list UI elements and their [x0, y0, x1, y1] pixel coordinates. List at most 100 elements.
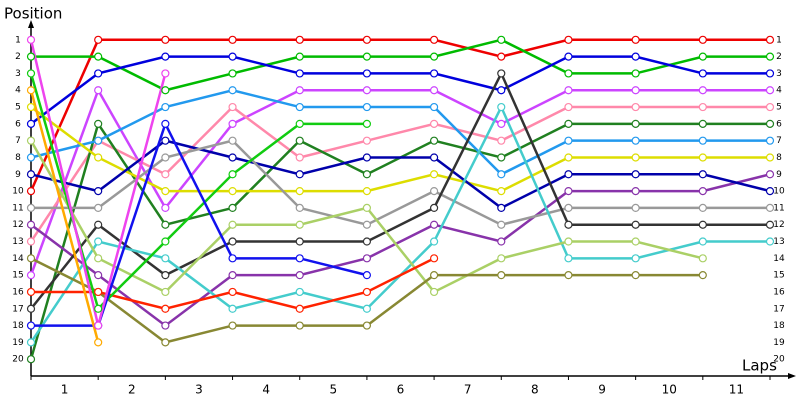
- position-marker: [26, 321, 36, 330]
- series-line: [30, 173, 771, 328]
- position-marker: [564, 220, 573, 229]
- position-marker: [161, 338, 170, 347]
- position-marker: [362, 102, 372, 112]
- position-marker: [698, 52, 707, 61]
- y-tick-label-right: 11: [773, 203, 784, 213]
- position-marker: [698, 271, 707, 280]
- y-tick-label-right: 19: [773, 338, 785, 348]
- position-marker: [362, 119, 372, 128]
- position-marker: [362, 136, 372, 145]
- x-tick-label: 5: [329, 383, 337, 397]
- position-marker: [26, 355, 36, 364]
- y-tick-label-right: 10: [773, 187, 785, 197]
- position-marker: [26, 287, 36, 297]
- position-marker: [631, 69, 640, 78]
- y-tick-label-right: 13: [773, 237, 784, 247]
- position-marker: [631, 170, 640, 179]
- y-tick-label: 17: [12, 304, 23, 314]
- position-marker: [94, 271, 103, 280]
- position-marker: [94, 186, 103, 196]
- position-marker: [26, 119, 36, 128]
- series-line: [29, 89, 100, 343]
- y-axis-label: Position: [4, 5, 62, 23]
- position-marker: [228, 321, 237, 330]
- position-marker: [94, 321, 103, 330]
- position-marker: [564, 170, 573, 179]
- position-marker: [429, 69, 439, 78]
- position-marker: [362, 170, 372, 179]
- position-marker: [26, 136, 36, 145]
- position-marker: [295, 35, 304, 44]
- position-marker: [765, 237, 775, 246]
- y-tick-label: 9: [15, 170, 21, 180]
- position-marker: [497, 170, 506, 179]
- y-tick-label-right: 20: [773, 355, 785, 365]
- position-marker: [94, 338, 103, 347]
- y-tick-label: 16: [12, 287, 24, 297]
- position-marker: [295, 52, 304, 61]
- position-marker: [631, 271, 640, 280]
- x-tick-label: 7: [464, 383, 472, 397]
- y-tick-label-right: 1: [776, 35, 782, 45]
- position-marker: [429, 287, 439, 297]
- position-marker: [698, 119, 707, 128]
- position-marker: [161, 254, 170, 263]
- position-marker: [26, 153, 36, 162]
- position-marker: [161, 220, 170, 229]
- position-marker: [161, 170, 170, 179]
- position-marker: [94, 119, 103, 128]
- position-marker: [765, 86, 775, 95]
- position-marker: [698, 220, 707, 229]
- position-marker: [698, 170, 707, 179]
- position-marker: [161, 321, 170, 330]
- x-tick-label: 11: [729, 383, 744, 397]
- position-marker: [228, 153, 237, 162]
- position-marker: [564, 254, 573, 263]
- y-tick-label-right: 7: [776, 136, 782, 146]
- position-marker: [429, 203, 439, 213]
- y-tick-label-right: 12: [773, 220, 784, 230]
- x-tick-label: 9: [598, 383, 606, 397]
- position-marker: [26, 35, 36, 44]
- position-marker: [228, 203, 237, 213]
- series-line: [29, 140, 704, 294]
- position-marker: [765, 119, 775, 128]
- y-axis-arrow: [28, 20, 34, 28]
- position-marker: [631, 254, 640, 263]
- position-marker: [698, 153, 707, 162]
- position-marker: [295, 321, 304, 330]
- position-marker: [497, 86, 506, 95]
- position-marker: [564, 186, 573, 196]
- position-marker: [631, 153, 640, 162]
- position-marker: [161, 119, 170, 128]
- position-marker: [161, 136, 170, 145]
- position-marker: [564, 237, 573, 246]
- position-marker: [362, 203, 372, 213]
- position-marker: [228, 102, 237, 112]
- y-tick-label: 13: [12, 237, 23, 247]
- position-marker: [497, 203, 506, 213]
- y-tick-label: 3: [15, 69, 21, 79]
- y-tick-label: 8: [15, 153, 21, 163]
- position-marker: [295, 220, 304, 229]
- position-marker: [161, 69, 170, 78]
- x-tick-label: 1: [61, 383, 69, 397]
- position-marker: [228, 287, 237, 297]
- y-tick-label-right: 3: [776, 69, 782, 79]
- x-tick-label: 10: [662, 383, 677, 397]
- position-marker: [161, 304, 170, 313]
- position-marker: [94, 203, 103, 213]
- position-marker: [497, 119, 506, 128]
- position-marker: [765, 69, 775, 78]
- y-tick-label: 5: [15, 103, 21, 113]
- position-marker: [295, 170, 304, 179]
- position-marker: [295, 69, 304, 78]
- position-marker: [564, 203, 573, 213]
- position-marker: [429, 35, 439, 44]
- position-marker: [26, 237, 36, 246]
- series-line: [30, 106, 770, 193]
- y-tick-label: 18: [12, 321, 24, 331]
- y-tick-label: 11: [12, 203, 23, 213]
- position-marker: [26, 271, 36, 280]
